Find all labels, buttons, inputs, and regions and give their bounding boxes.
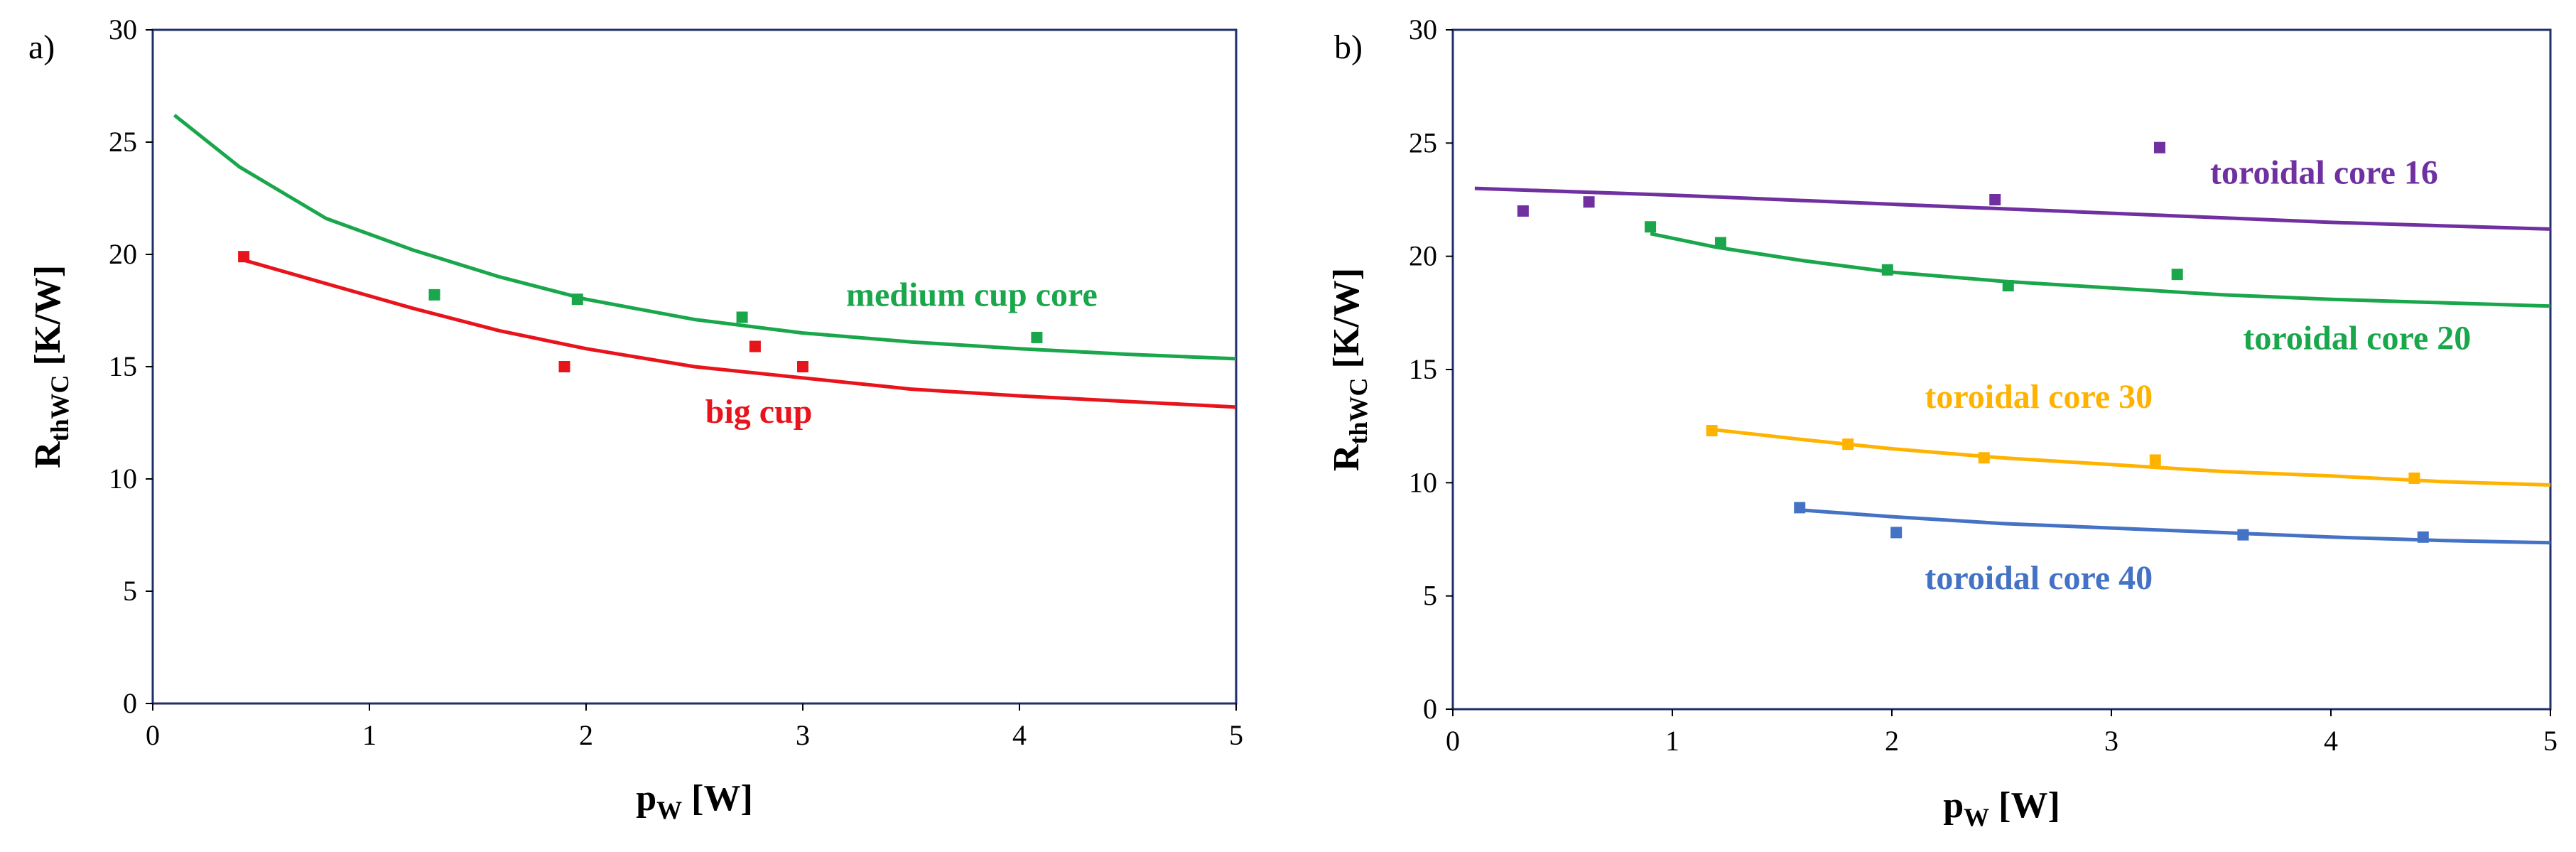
y-axis-title: RthWC [K/W] <box>1326 268 1373 471</box>
y-tick-label: 25 <box>1409 126 1437 158</box>
fit-line-toroidal-core-40 <box>1800 508 2551 545</box>
x-tick-label: 5 <box>2543 725 2558 757</box>
x-tick-label: 4 <box>1012 719 1027 751</box>
y-tick-label: 5 <box>1423 580 1437 612</box>
series-label-big-cup: big cup <box>705 393 813 431</box>
x-tick-label: 1 <box>1665 725 1679 757</box>
y-axis-title: RthWC [K/W] <box>28 265 74 468</box>
data-point-medium-cup-core <box>428 289 440 301</box>
series-label-medium-cup-core: medium cup core <box>846 276 1098 314</box>
x-tick-label: 0 <box>146 719 160 751</box>
data-point-toroidal-core-20 <box>2171 269 2183 281</box>
data-point-toroidal-core-16 <box>1517 205 1529 217</box>
y-tick-label: 25 <box>109 126 137 158</box>
data-point-big-cup <box>238 251 250 263</box>
x-tick-label: 4 <box>2324 725 2338 757</box>
y-tick-label: 15 <box>1409 353 1437 385</box>
chart-panel-b: 0 5 10 15 20 25 30 0 1 2 3 4 5 b) pW [W] RthWC [K/W] tor… <box>1326 14 2558 831</box>
x-tick-label: 3 <box>796 719 810 751</box>
data-point-medium-cup-core <box>571 293 583 306</box>
data-point-toroidal-core-20 <box>2002 280 2014 292</box>
y-tick-label: 10 <box>1409 466 1437 498</box>
panel-label: a) <box>28 28 55 66</box>
series-label-toroidal-core-40: toroidal core 40 <box>1925 559 2153 597</box>
data-point-toroidal-core-20 <box>1714 237 1726 249</box>
data-point-medium-cup-core <box>1031 331 1043 343</box>
data-point-toroidal-core-40 <box>1794 502 1806 514</box>
y-tick-label: 0 <box>1423 693 1437 725</box>
series-label-toroidal-core-30: toroidal core 30 <box>1925 378 2153 416</box>
data-point-toroidal-core-16 <box>2153 141 2165 153</box>
data-point-toroidal-core-30 <box>1978 452 1990 464</box>
panel-label: b) <box>1334 28 1363 66</box>
x-tick-label: 2 <box>579 719 593 751</box>
data-point-big-cup <box>797 361 808 372</box>
y-tick-label: 10 <box>109 463 137 495</box>
data-point-toroidal-core-40 <box>1890 527 1903 539</box>
series-label-toroidal-core-16: toroidal core 16 <box>2210 154 2438 192</box>
data-point-toroidal-core-30 <box>1842 438 1854 451</box>
x-tick-label: 0 <box>1446 725 1460 757</box>
data-point-toroidal-core-30 <box>2408 472 2420 484</box>
fit-line-toroidal-core-30 <box>1711 427 2551 487</box>
data-point-toroidal-core-40 <box>2237 529 2249 541</box>
y-tick-label: 20 <box>109 238 137 270</box>
fit-line-big-cup <box>239 257 1237 409</box>
data-point-toroidal-core-16 <box>1583 196 1595 208</box>
data-point-toroidal-core-40 <box>2417 531 2429 543</box>
fit-line-medium-cup-core <box>173 114 1237 361</box>
data-point-toroidal-core-30 <box>2149 454 2161 466</box>
x-tick-label: 5 <box>1229 719 1243 751</box>
x-tick-label: 1 <box>362 719 377 751</box>
x-axis-title: pW [W] <box>636 778 753 824</box>
y-tick-label: 30 <box>109 14 137 45</box>
series-label-toroidal-core-20: toroidal core 20 <box>2243 319 2471 357</box>
fit-line-toroidal-core-20 <box>1650 232 2551 308</box>
y-tick-label: 0 <box>123 687 137 719</box>
x-tick-label: 2 <box>1885 725 1899 757</box>
y-tick-label: 5 <box>123 575 137 607</box>
plot-area-frame <box>1451 28 2552 711</box>
data-point-medium-cup-core <box>736 311 748 323</box>
y-tick-label: 30 <box>1409 14 1437 45</box>
data-point-toroidal-core-16 <box>1989 194 2001 205</box>
y-tick-label: 20 <box>1409 240 1437 272</box>
data-point-big-cup <box>558 361 570 372</box>
chart-panel-a: 0 5 10 15 20 25 30 0 1 2 3 4 5 a) pW [W] RthWC [K/W] med… <box>28 14 1243 824</box>
x-tick-label: 3 <box>2104 725 2118 757</box>
data-point-toroidal-core-20 <box>1645 221 1657 233</box>
fit-line-toroidal-core-16 <box>1474 186 2551 231</box>
x-axis-title: pW [W] <box>1943 785 2060 831</box>
y-tick-label: 15 <box>109 350 137 382</box>
data-point-toroidal-core-30 <box>1706 425 1718 437</box>
data-point-big-cup <box>749 340 761 352</box>
data-point-toroidal-core-20 <box>1881 264 1893 276</box>
